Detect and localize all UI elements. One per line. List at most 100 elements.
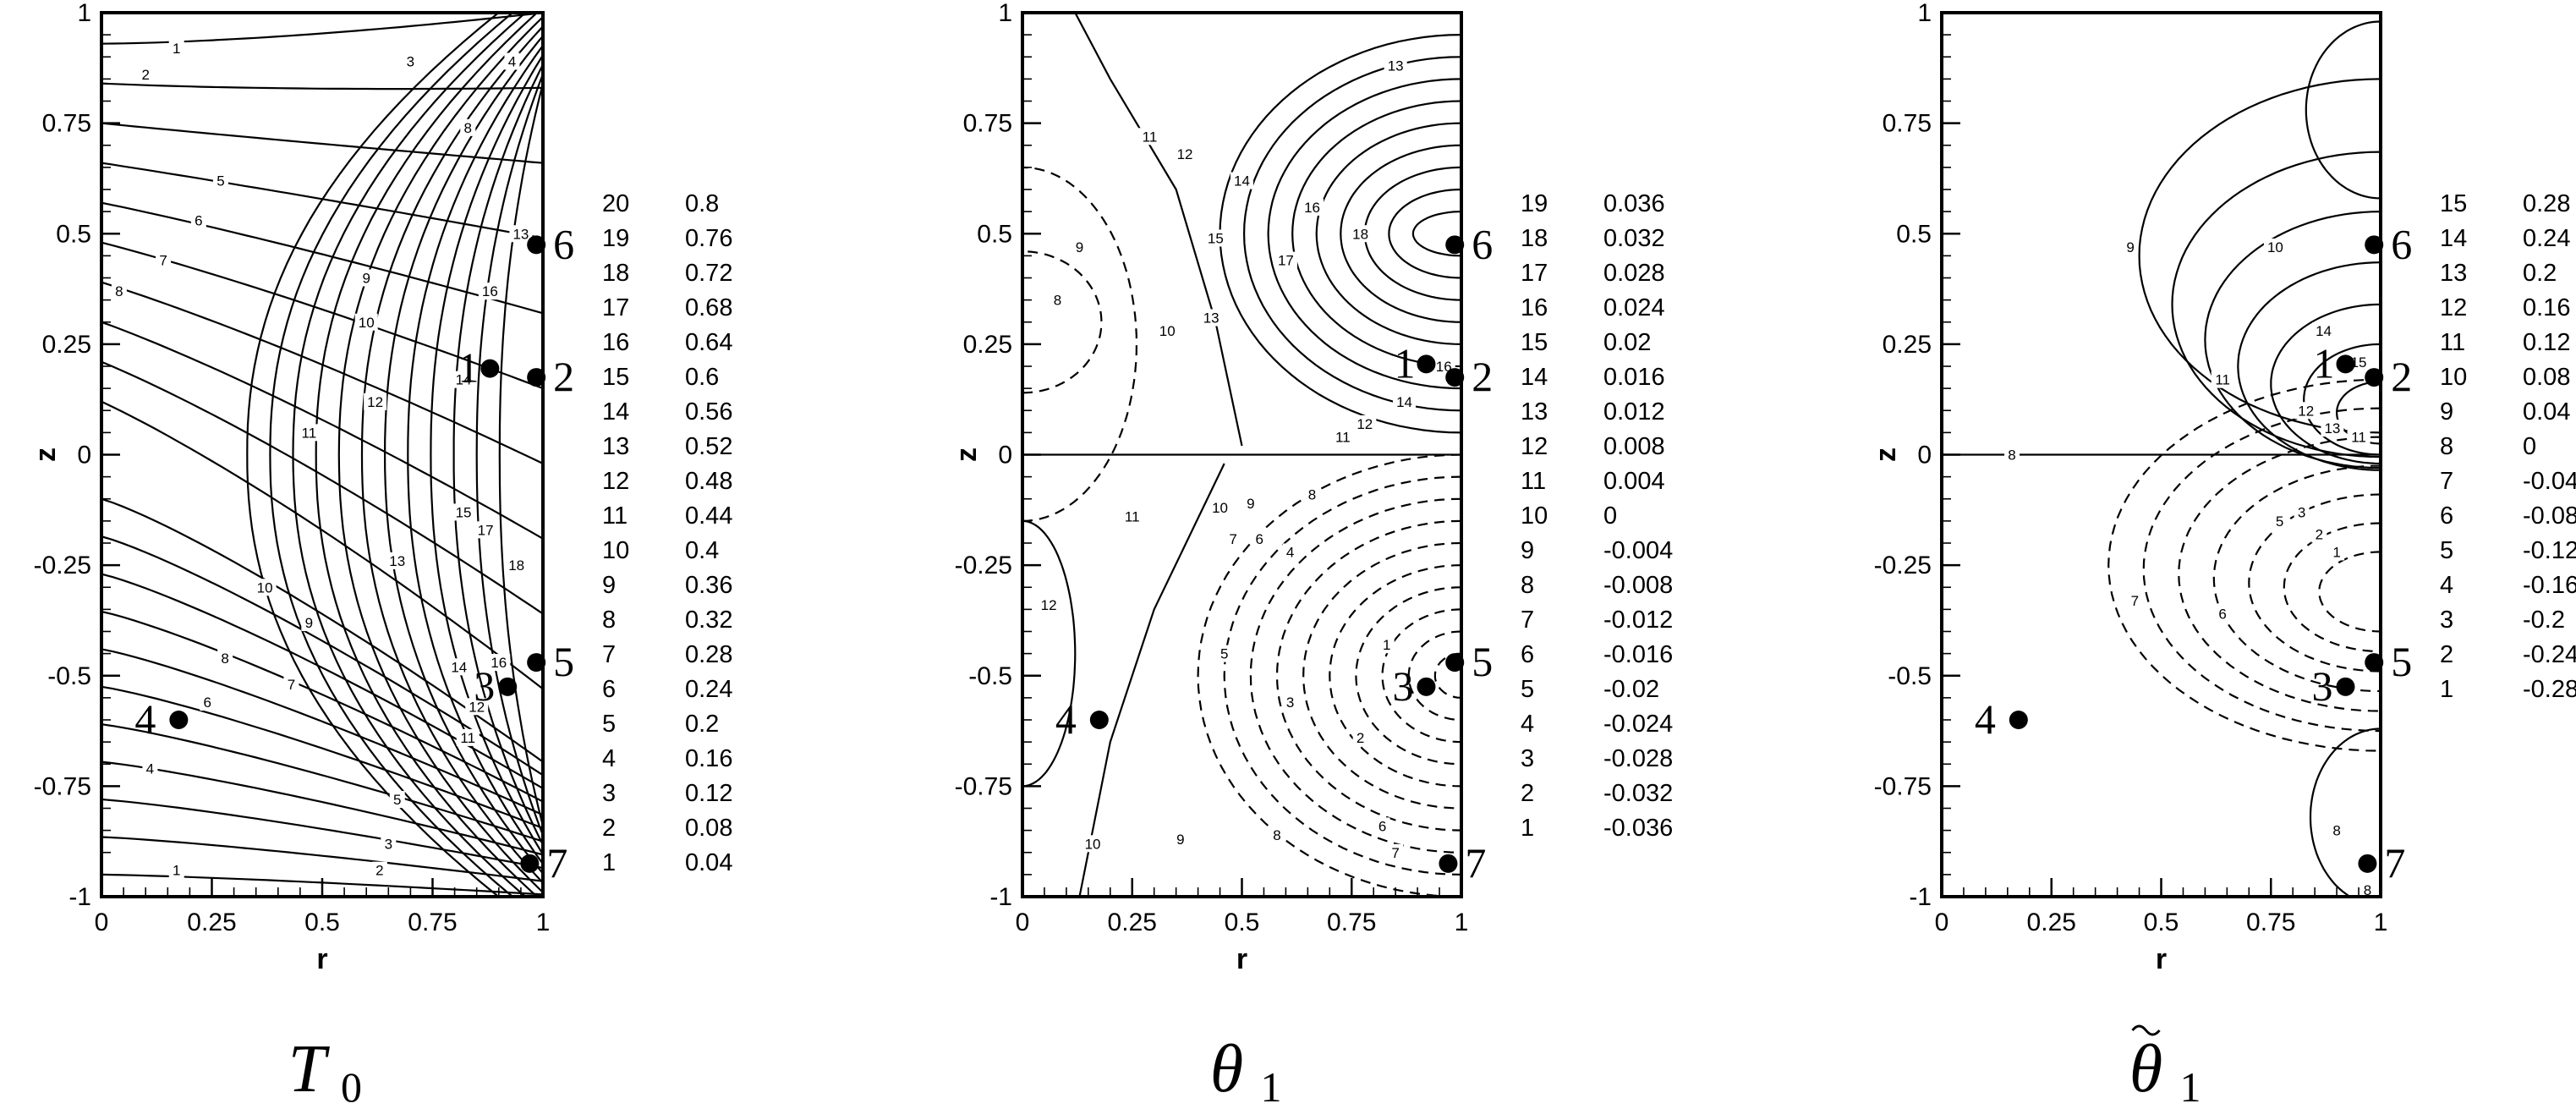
contour-label-bg [465,698,489,716]
contour-label-bg [2215,605,2231,623]
contour-line [407,43,543,866]
contour-label-bg [1199,309,1223,327]
probe-point [2336,677,2355,696]
contour-label-bg [509,225,533,243]
contour-line [2309,727,2381,897]
x-tick-label: 0.5 [1225,909,1260,936]
contour-label: 2 [141,67,149,83]
y-tick-label: 0.25 [42,331,91,359]
legend-value: 0.028 [1603,260,1665,287]
contour-label-bg [2294,503,2310,521]
contour-label: 13 [512,226,529,242]
contour-label: 18 [508,557,524,574]
probe-point [527,368,546,387]
legend-level: 5 [602,711,616,738]
legend-value: 0.32 [685,607,732,634]
legend-value: -0.016 [1603,641,1673,668]
x-tick-label: 0.75 [408,909,457,936]
x-tick-label: 1 [2374,909,2388,936]
contour-label: 5 [2276,513,2283,530]
contour-label: 12 [2298,403,2314,419]
legend-value: 0.6 [685,364,719,391]
contour-label-bg [2329,543,2345,561]
contour-label: 18 [1352,226,1368,242]
panel-title-subscript: 1 [1261,1063,1282,1109]
contour-label: 16 [1436,359,1452,375]
x-axis-label: r [2156,943,2167,975]
contour-label: 9 [1176,832,1184,848]
contour-line [452,62,543,848]
probe-point [1445,235,1465,255]
legend-level: 10 [2440,364,2467,391]
legend-value: 0.008 [1603,433,1665,460]
contour-line [2171,151,2381,458]
y-tick-label: -0.5 [1888,662,1932,690]
legend-value: 0.032 [1603,225,1665,252]
y-tick-label: 0.75 [1883,110,1932,138]
legend-value: -0.12 [2523,537,2576,564]
contour-label-bg [1173,145,1197,163]
contour-label-bg [1242,494,1258,512]
contour-label-bg [1282,543,1298,561]
y-tick-label: 0 [77,442,91,469]
probe-point [527,653,546,673]
x-tick-label: 0.5 [2144,909,2179,936]
y-axis-label: z [30,447,62,462]
contour-label-bg [301,614,317,632]
legend-level: 16 [1521,294,1548,321]
contour-label-bg [1203,229,1227,247]
y-tick-label: 0.25 [1883,331,1932,359]
legend-level: 11 [602,502,628,530]
probe-point [1439,854,1458,873]
contour-label: 16 [1304,200,1320,216]
legend-level: 19 [602,225,629,252]
legend-level: 4 [2440,572,2453,599]
probe-point [527,235,546,255]
contour-label: 12 [469,699,485,715]
y-tick-label: 0 [1917,442,1932,469]
contour-label: 11 [1335,430,1351,446]
contour-label: 1 [173,41,180,57]
legend-level: 5 [2440,537,2453,564]
contour-label: 1 [1383,637,1390,653]
contour-label: 5 [1220,646,1228,662]
legend-level: 15 [1521,329,1548,356]
legend-level: 3 [2440,607,2453,634]
contour-line [2318,551,2381,633]
y-tick-label: 0.75 [963,110,1012,138]
probe-point [1445,653,1465,673]
contour-line [101,321,543,540]
contour-label-bg [1252,530,1268,547]
contour-label-bg [1393,393,1417,410]
legend-level: 3 [602,780,616,807]
contour-label: 8 [1273,827,1280,843]
panel-title-subscript: 0 [341,1063,362,1109]
x-tick-label: 0.75 [1327,909,1376,936]
contour-label: 6 [1378,818,1386,834]
legend-level: 2 [1521,780,1534,807]
contour-line [2283,522,2381,653]
contour-label: 14 [456,372,472,388]
probe-point-label: 3 [474,662,495,710]
contour-label: 8 [2332,823,2340,839]
probe-point [498,677,518,696]
contour-line [1381,608,1461,744]
contour-line [475,71,543,838]
legend-value: 0.02 [1603,329,1651,356]
contour-label: 4 [508,53,516,69]
legend-level: 9 [602,572,616,599]
probe-point-label: 1 [2313,339,2334,387]
contour-line [1302,541,1461,810]
contour-line [337,15,543,894]
probe-point [1417,677,1436,696]
contour-label-bg [1037,596,1061,614]
x-tick-label: 0.25 [2027,909,2076,936]
contour-label-bg [359,269,375,287]
legend-level: 11 [1521,468,1546,495]
contour-label: 7 [1391,845,1399,861]
legend-level: 6 [2440,502,2453,530]
panel-title: θ [2129,1032,2162,1106]
x-tick-label: 0.5 [304,909,340,936]
legend-level: 18 [602,260,629,287]
